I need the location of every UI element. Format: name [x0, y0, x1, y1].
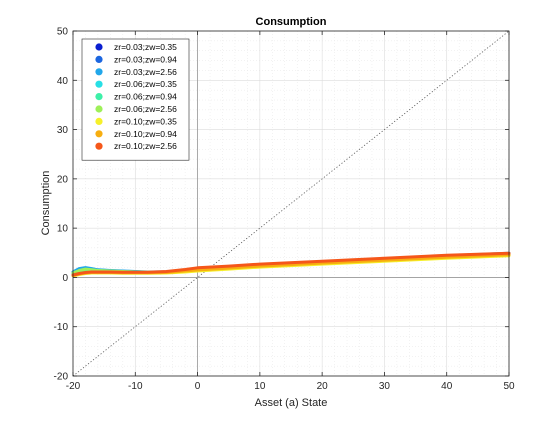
legend-label-5: zr=0.06;zw=0.94: [114, 92, 177, 102]
plot-frame: [72, 30, 510, 377]
y-tick-label: 0: [62, 273, 68, 284]
x-tick-label: 0: [195, 381, 201, 392]
legend-marker-5: [95, 93, 103, 101]
y-axis-label: Consumption: [40, 171, 52, 236]
x-tick-label: 30: [379, 381, 391, 392]
legend-marker-7: [95, 117, 103, 125]
legend-label-3: zr=0.03;zw=2.56: [114, 67, 177, 77]
axis-ticks: -20 -10 0 10 20 30 40 50 -20 -10 0 10 20 30 40 50: [54, 27, 515, 393]
legend-marker-4: [95, 80, 103, 88]
x-tick-label: -20: [66, 381, 81, 392]
series-line-9: [71, 251, 511, 277]
x-tick-label: -10: [128, 381, 143, 392]
legend-label-1: zr=0.03;zw=0.35: [114, 42, 177, 52]
legend: zr=0.03;zw=0.35 zr=0.03;zw=0.94 zr=0.03;zw…: [81, 38, 190, 161]
legend-label-8: zr=0.10;zw=0.94: [114, 129, 177, 139]
legend-marker-3: [95, 68, 103, 76]
x-tick-label: 50: [503, 381, 515, 392]
x-axis-label: Asset (a) State: [255, 397, 328, 409]
chart-title: Consumption: [256, 16, 327, 28]
x-tick-label: 20: [317, 381, 329, 392]
x-tick-label: 10: [254, 381, 266, 392]
y-tick-label: 30: [57, 125, 69, 136]
legend-label-9: zr=0.10;zw=2.56: [114, 141, 177, 151]
legend-label-2: zr=0.03;zw=0.94: [114, 54, 177, 64]
legend-marker-9: [95, 142, 103, 150]
legend-marker-6: [95, 105, 103, 113]
legend-label-7: zr=0.10;zw=0.35: [114, 116, 177, 126]
y-tick-label: 40: [57, 76, 69, 87]
y-tick-label: 10: [57, 224, 69, 235]
legend-marker-1: [95, 43, 103, 51]
legend-label-6: zr=0.06;zw=2.56: [114, 104, 177, 114]
legend-label-4: zr=0.06;zw=0.35: [114, 79, 177, 89]
y-tick-label: 50: [57, 27, 69, 38]
legend-marker-8: [95, 130, 103, 138]
y-tick-label: 20: [57, 174, 69, 185]
x-tick-label: 40: [441, 381, 453, 392]
legend-marker-2: [95, 55, 103, 64]
y-tick-label: -20: [54, 372, 69, 383]
reference-lines: [72, 30, 510, 377]
data-series: [71, 251, 511, 278]
y-tick-label: -10: [54, 322, 69, 333]
